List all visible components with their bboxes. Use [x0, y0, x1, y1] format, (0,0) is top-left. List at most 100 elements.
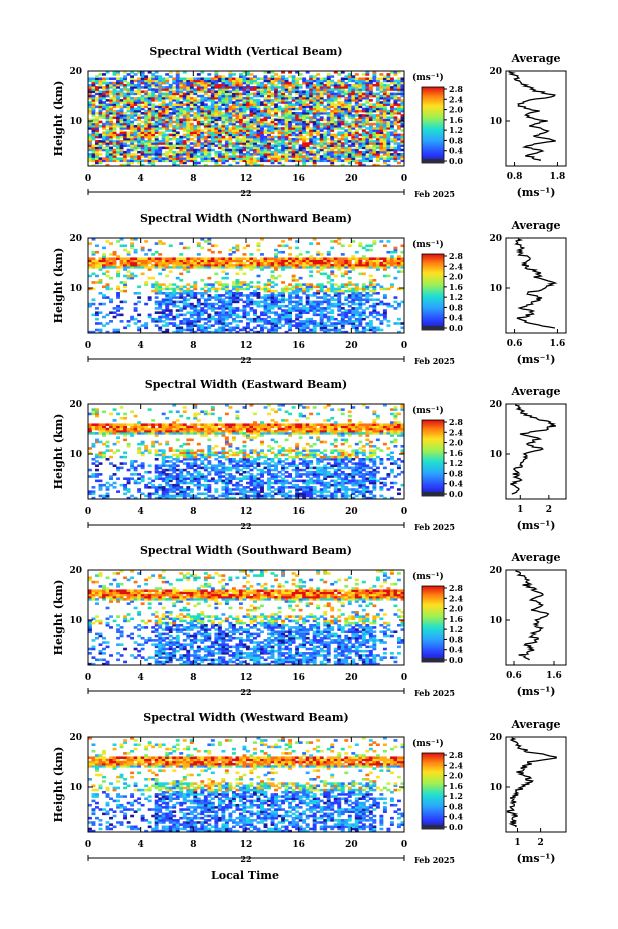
heatmap-cell [351, 159, 356, 163]
heatmap-cell [319, 129, 324, 132]
heatmap-cell [109, 259, 113, 263]
heatmap-cell [361, 135, 366, 139]
heatmap-cell [277, 120, 282, 124]
heatmap-cell [189, 330, 194, 334]
heatmap-cell [228, 140, 233, 143]
heatmap-cell [319, 324, 324, 327]
heatmap-cell [372, 135, 377, 139]
heatmap-cell [379, 320, 384, 323]
heatmap-cell [344, 81, 349, 85]
heatmap-cell [98, 114, 103, 117]
heatmap-cell [126, 140, 131, 143]
colorbar-tick-label: 0.8 [449, 135, 463, 145]
heatmap-cell [196, 120, 201, 124]
heatmap-cell [361, 92, 366, 96]
heatmap-cell [291, 291, 296, 295]
heatmap-cell [333, 94, 338, 98]
heatmap-cell [109, 109, 113, 113]
heatmap-cell [238, 283, 243, 286]
heatmap-cell [214, 294, 219, 297]
heatmap-cell [365, 133, 370, 137]
heatmap-cell [172, 291, 177, 295]
heatmap-cell [344, 296, 349, 299]
heatmap-cell [102, 272, 106, 276]
heatmap-cell [207, 140, 212, 143]
heatmap-cell [175, 157, 180, 160]
heatmap-cell [372, 263, 377, 267]
heatmap-cell [253, 161, 257, 165]
heatmap-cell [400, 90, 405, 93]
heatmap-cell [126, 81, 131, 85]
heatmap-cell [140, 120, 145, 124]
heatmap-cell [270, 302, 275, 306]
heatmap-cell [123, 112, 128, 115]
heatmap-cell [203, 322, 208, 325]
heatmap-cell [400, 94, 405, 98]
heatmap-cell [214, 328, 219, 332]
heatmap-cell [238, 261, 243, 265]
heatmap-cell [231, 101, 236, 104]
heatmap-cell [235, 291, 240, 295]
heatmap-cell [365, 101, 370, 104]
heatmap-cell [319, 140, 324, 143]
heatmap-cell [319, 311, 324, 314]
heatmap-cell [238, 107, 243, 111]
heatmap-cell [109, 135, 113, 139]
heatmap-cell [158, 118, 163, 122]
heatmap-cell [326, 257, 331, 260]
heatmap-cell [323, 157, 328, 160]
heatmap-cell [358, 161, 363, 165]
heatmap-cell [158, 99, 163, 102]
heatmap-cell [298, 103, 303, 106]
heatmap-cell [358, 261, 363, 265]
heatmap-cell [175, 291, 180, 295]
heatmap-cell [298, 122, 303, 126]
heatmap-cell [337, 259, 342, 263]
heatmap-cell [246, 148, 250, 152]
heatmap-cell [235, 313, 240, 317]
heatmap-cell [189, 263, 194, 267]
heatmap-cell [354, 257, 359, 260]
heatmap-cell [340, 114, 345, 117]
heatmap-cell [316, 263, 321, 267]
heatmap-cell [200, 146, 205, 150]
heatmap-cell [182, 289, 187, 293]
heatmap-cell [249, 161, 254, 165]
heatmap-cell [263, 300, 268, 304]
heatmap-cell [274, 257, 278, 260]
heatmap-cell [189, 88, 194, 91]
heatmap-cell [323, 296, 328, 299]
heatmap-cell [400, 122, 405, 126]
heatmap-cell [130, 146, 135, 150]
heatmap-cell [144, 92, 149, 96]
heatmap-cell [91, 155, 96, 158]
heatmap-cell [91, 281, 96, 284]
heatmap-cell [263, 105, 268, 109]
heatmap-cell [165, 257, 170, 260]
heatmap-cell [253, 131, 257, 135]
heatmap-cell [368, 322, 373, 325]
heatmap-cell [323, 155, 328, 158]
heatmap-cell [207, 90, 212, 93]
heatmap-cell [123, 79, 128, 83]
heatmap-cell [365, 120, 370, 124]
heatmap-cell [235, 77, 240, 81]
heatmap-cell [312, 131, 317, 135]
heatmap-cell [231, 300, 236, 304]
heatmap-cell [337, 148, 342, 152]
heatmap-cell [196, 304, 201, 308]
heatmap-cell [351, 96, 356, 100]
heatmap-cell [330, 137, 335, 141]
heatmap-cell [102, 157, 106, 160]
heatmap-cell [267, 99, 271, 102]
heatmap-cell [302, 283, 307, 286]
heatmap-cell [354, 99, 359, 102]
heatmap-cell [193, 79, 198, 83]
heatmap-cell [133, 144, 138, 147]
heatmap-cell [214, 244, 219, 248]
heatmap-cell [168, 99, 173, 102]
heatmap-cell [98, 86, 103, 89]
heatmap-cell [347, 94, 352, 98]
heatmap-cell [109, 101, 113, 104]
heatmap-cell [172, 99, 177, 102]
